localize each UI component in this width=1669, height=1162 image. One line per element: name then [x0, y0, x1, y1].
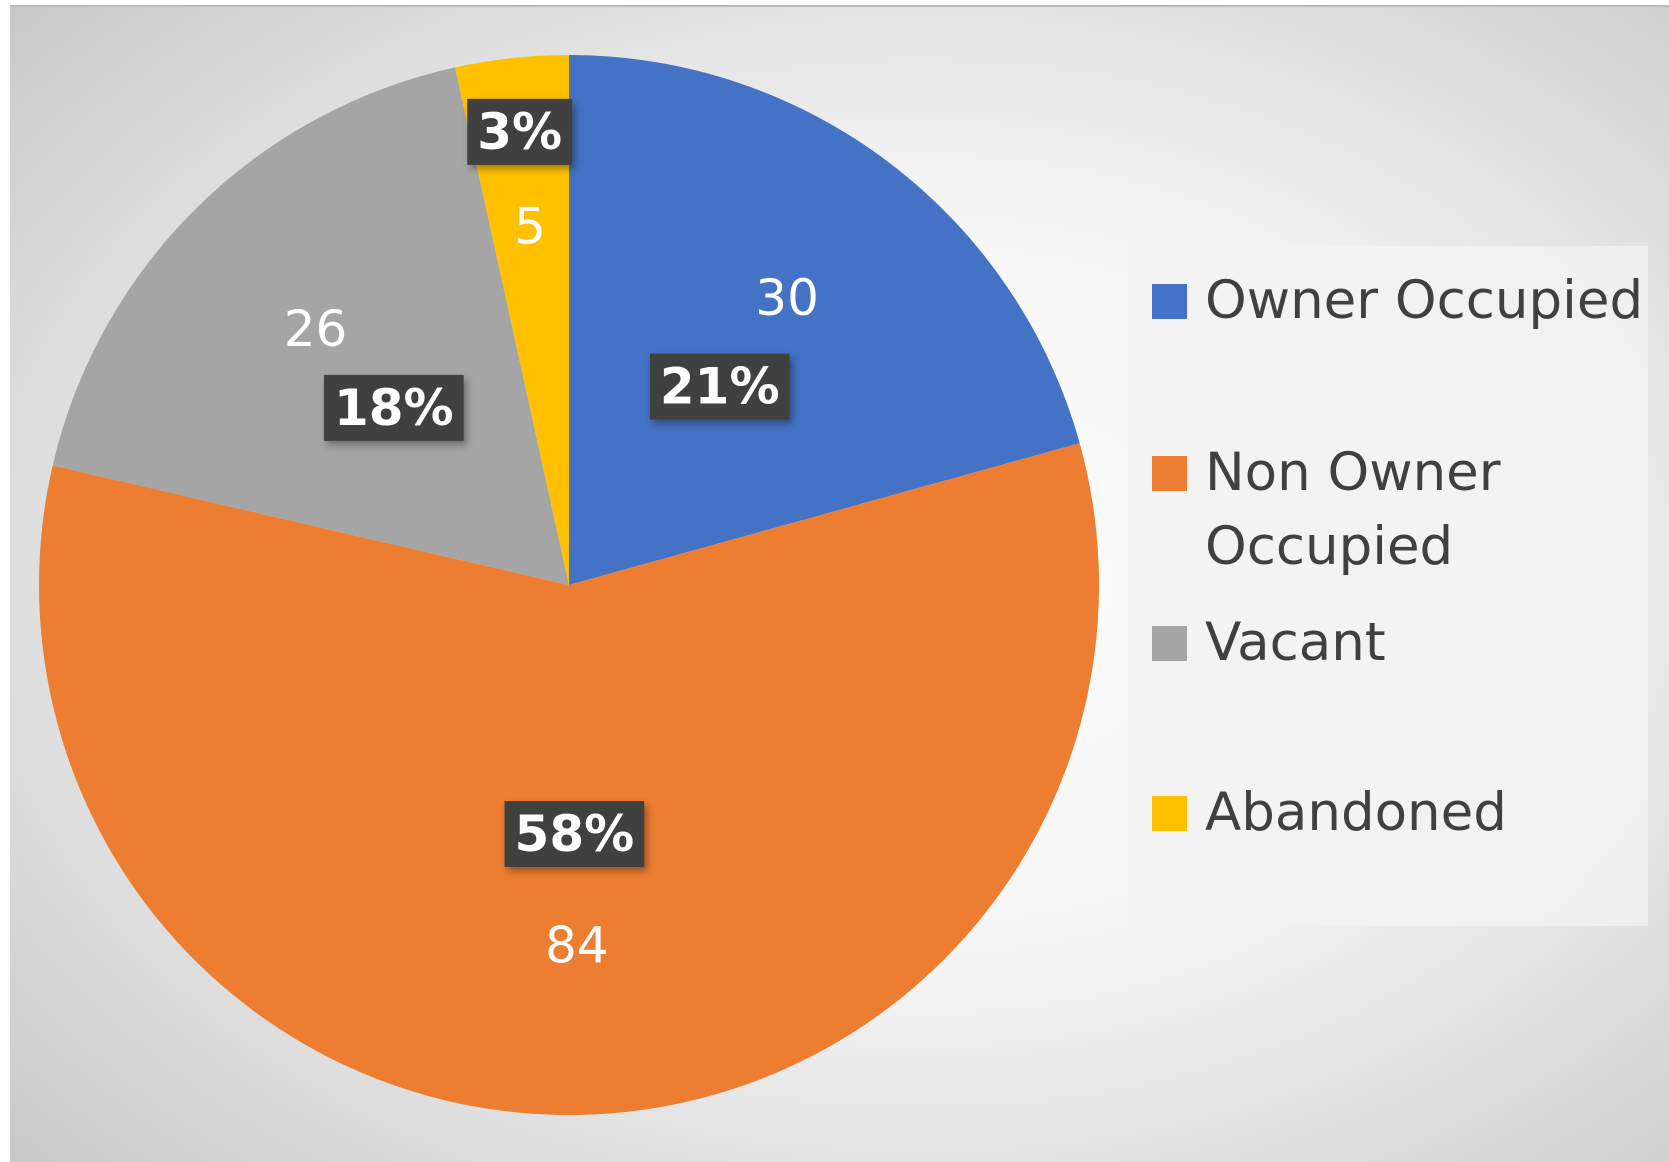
pie-slice: [39, 443, 1100, 1116]
percent-label: 58%: [504, 801, 645, 868]
percent-label-text: 3%: [477, 103, 562, 161]
legend: Owner Occupied Non Owner Occupied Vacant Ab…: [1128, 246, 1648, 926]
legend-label: Owner Occupied: [1205, 270, 1644, 331]
percent-label-text: 58%: [515, 805, 635, 863]
value-label: 30: [755, 269, 819, 327]
legend-swatch: [1152, 626, 1187, 661]
legend-swatch: [1152, 456, 1187, 491]
percent-label: 3%: [467, 98, 573, 165]
value-label: 5: [514, 198, 546, 256]
value-label: 84: [545, 916, 609, 974]
percent-label: 21%: [649, 353, 790, 420]
legend-swatch: [1152, 284, 1187, 319]
percent-label-text: 18%: [334, 379, 454, 437]
pie-slice: [569, 55, 1080, 585]
percent-label-text: 21%: [660, 358, 780, 416]
percent-label-box: [467, 98, 573, 165]
percent-label-box: [323, 374, 464, 441]
pie-slice: [455, 55, 569, 585]
data-labels: 30 21% 84 58% 26 18% 5 3%: [284, 98, 819, 974]
pie-slice: [52, 67, 570, 585]
legend-label: Non Owner Occupied: [1205, 442, 1501, 577]
legend-swatch: [1152, 796, 1187, 831]
value-label: 26: [284, 300, 348, 358]
percent-label-box: [649, 353, 790, 420]
legend-label: Abandoned: [1205, 782, 1507, 843]
legend-label: Vacant: [1205, 612, 1386, 673]
percent-label-box: [504, 801, 645, 868]
percent-label: 18%: [323, 374, 464, 441]
pie: [39, 55, 1100, 1116]
